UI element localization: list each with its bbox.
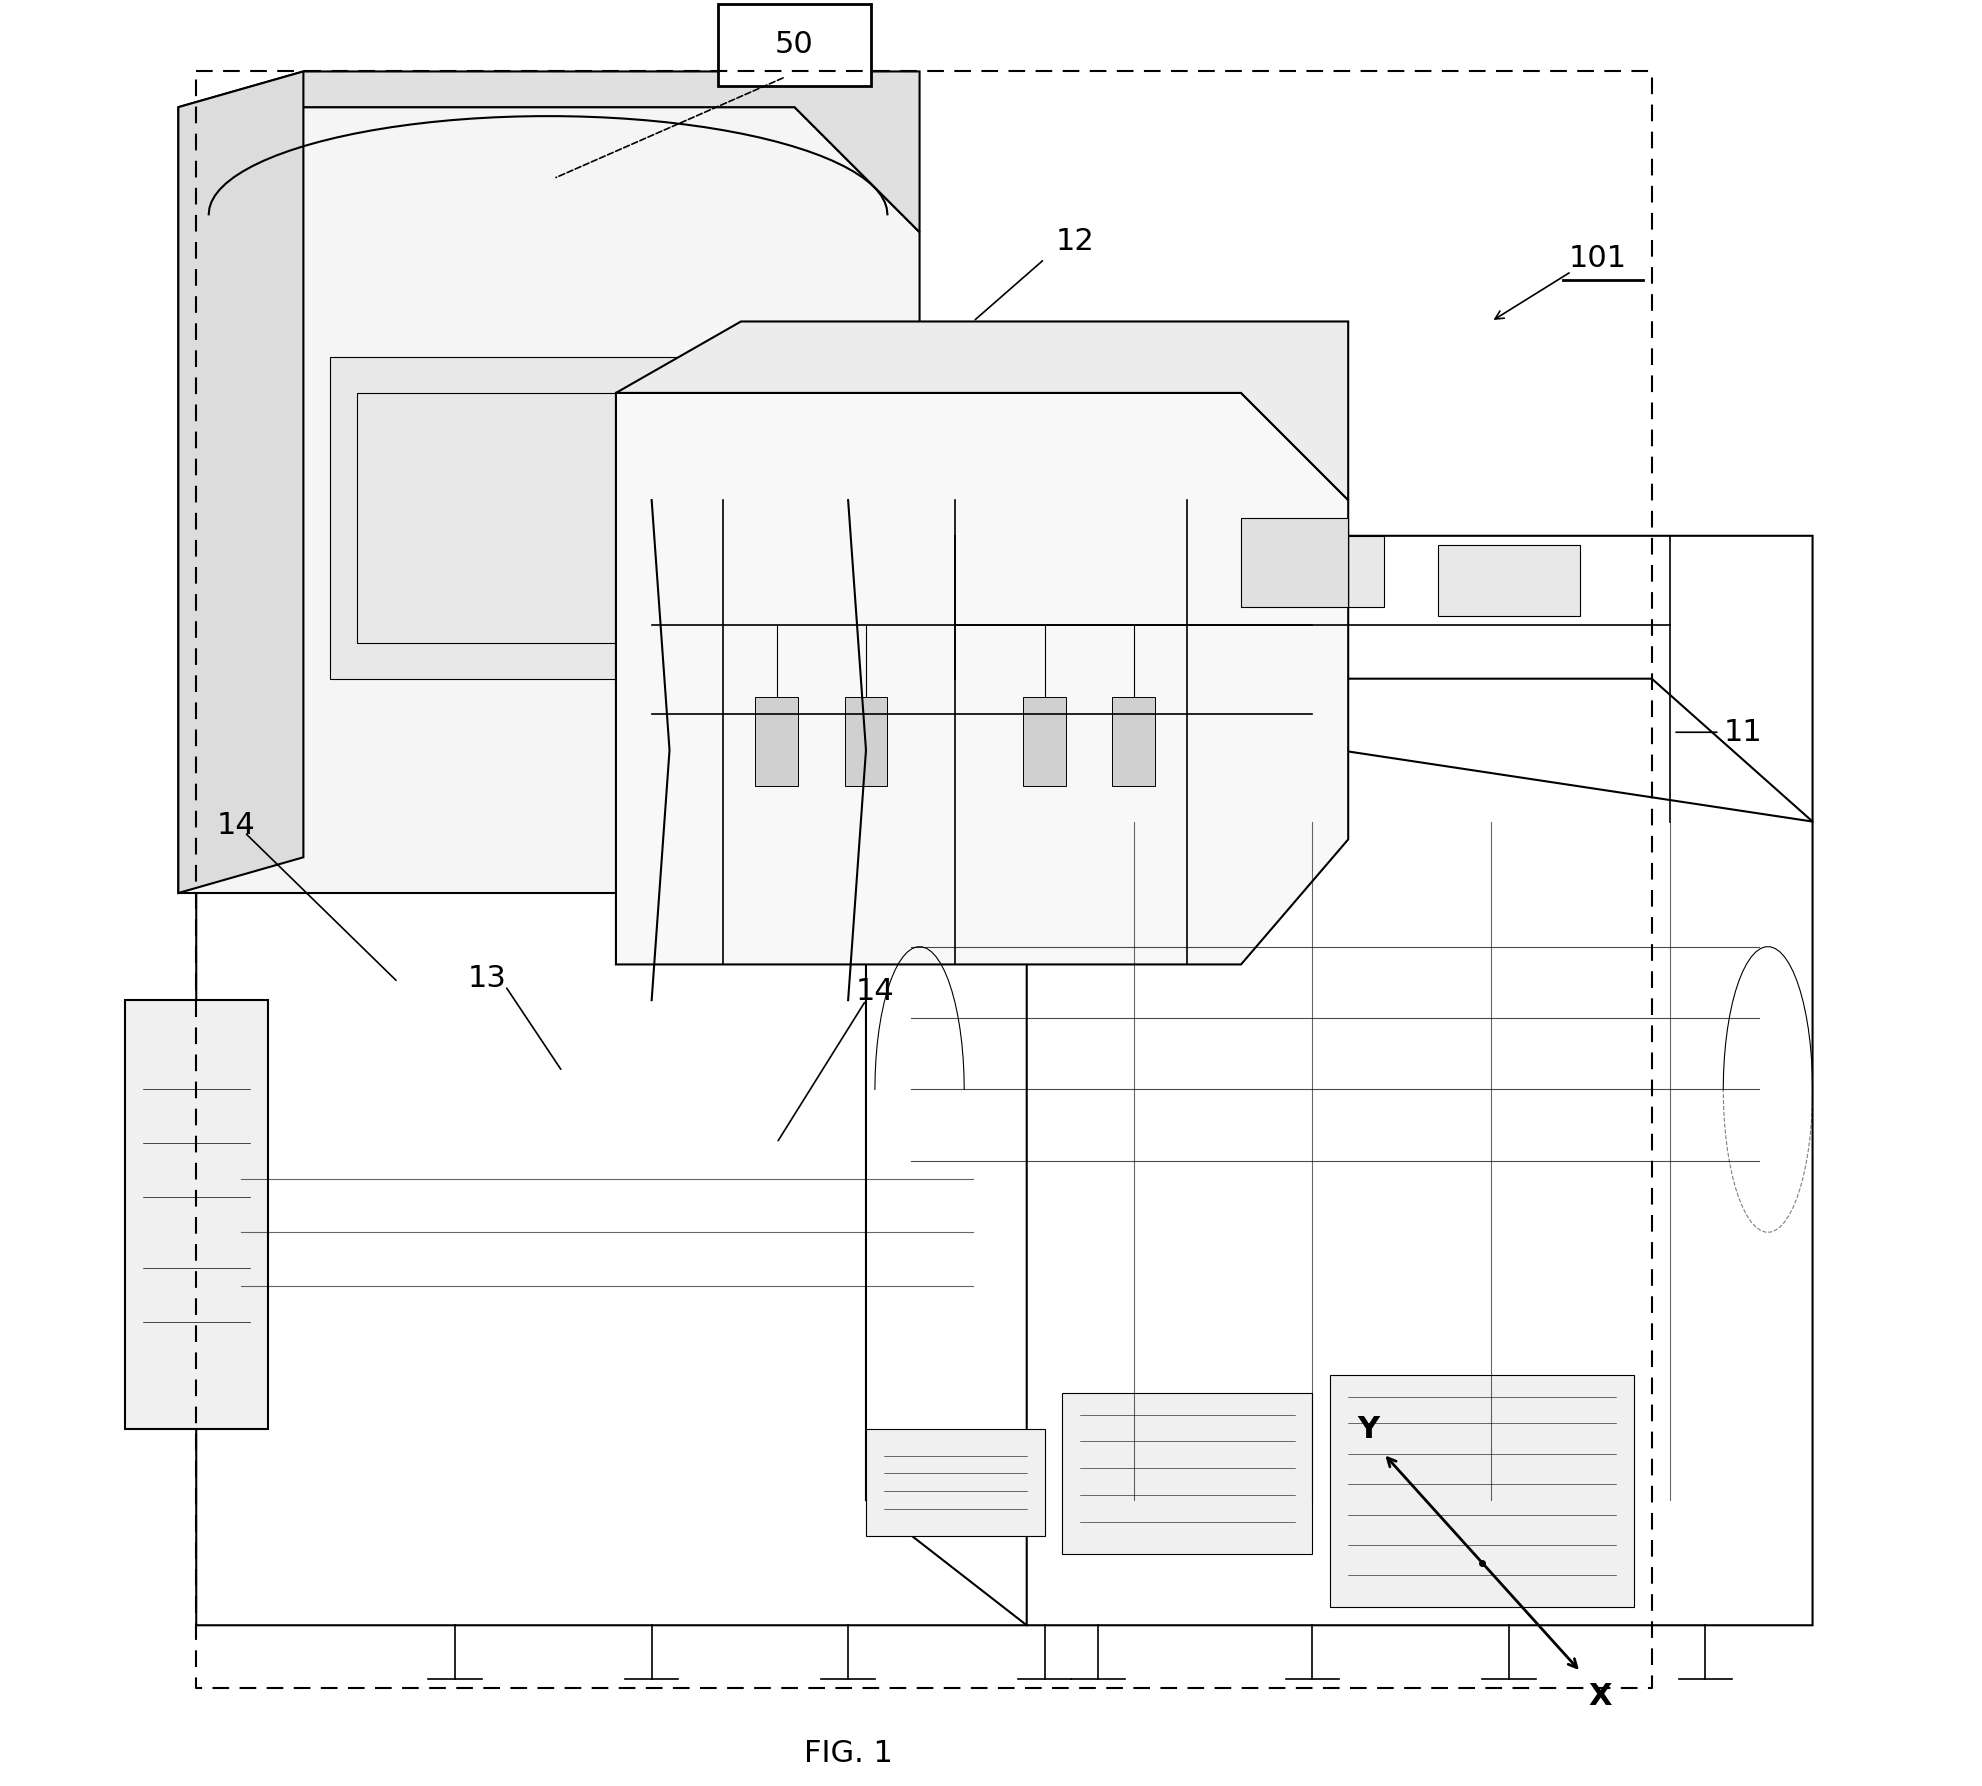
Polygon shape: [616, 393, 1348, 964]
Polygon shape: [1112, 697, 1156, 786]
Polygon shape: [1023, 697, 1066, 786]
Polygon shape: [1241, 518, 1348, 607]
FancyBboxPatch shape: [717, 4, 872, 86]
Text: 50: 50: [775, 30, 815, 59]
Polygon shape: [616, 321, 1348, 500]
Text: 101: 101: [1570, 245, 1627, 273]
Text: Y: Y: [1358, 1415, 1379, 1443]
Polygon shape: [178, 71, 920, 232]
Polygon shape: [755, 697, 799, 786]
Polygon shape: [1062, 1393, 1312, 1554]
Polygon shape: [1330, 1375, 1633, 1607]
Polygon shape: [1241, 536, 1383, 607]
Text: 11: 11: [1722, 718, 1762, 747]
Text: 13: 13: [468, 964, 507, 993]
Polygon shape: [178, 71, 303, 893]
Text: FIG. 1: FIG. 1: [803, 1740, 892, 1768]
Text: 14: 14: [216, 811, 256, 839]
Polygon shape: [844, 697, 888, 786]
Polygon shape: [178, 107, 920, 893]
Text: 12: 12: [1056, 227, 1094, 255]
Polygon shape: [866, 1429, 1045, 1536]
Text: 14: 14: [856, 977, 894, 1006]
Polygon shape: [125, 1000, 268, 1429]
Polygon shape: [1437, 545, 1580, 616]
Polygon shape: [331, 357, 741, 679]
Text: X: X: [1590, 1682, 1611, 1711]
